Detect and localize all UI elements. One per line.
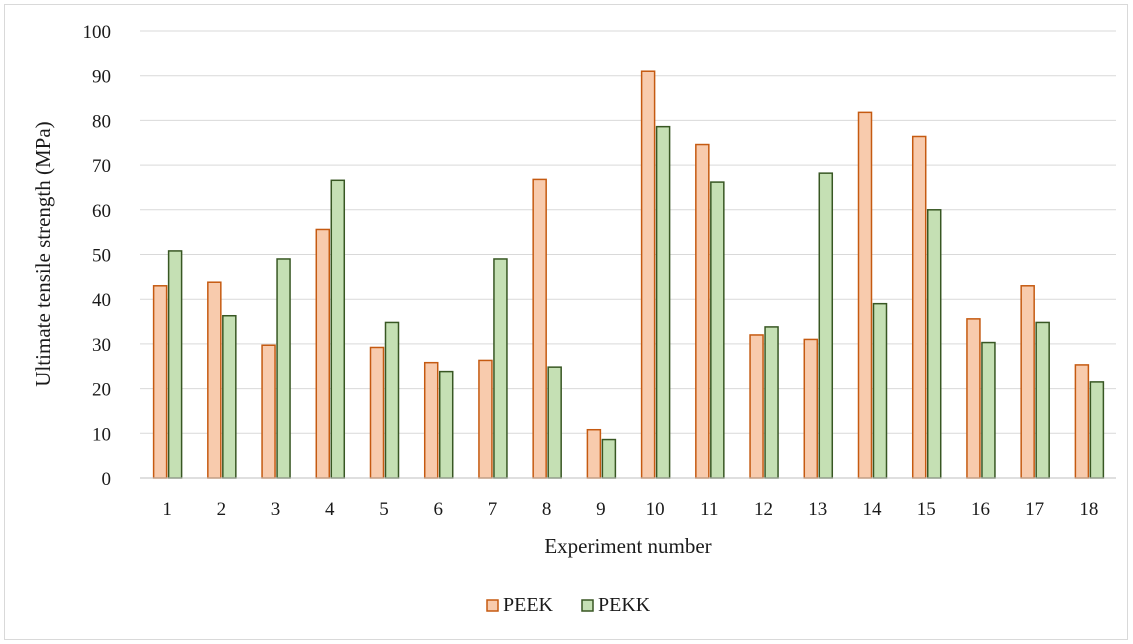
x-tick-label: 7 xyxy=(488,499,498,520)
bar-peek xyxy=(695,143,710,479)
bars xyxy=(152,70,1105,479)
bar-peek xyxy=(749,334,764,479)
bar-pekk xyxy=(222,314,237,479)
bar-pekk xyxy=(384,321,400,479)
y-tick-label: 60 xyxy=(92,201,111,222)
bar-pekk xyxy=(1089,381,1105,479)
y-tick-label: 40 xyxy=(92,290,111,311)
bar-pekk xyxy=(818,172,834,479)
bar-pekk xyxy=(710,181,725,479)
x-tick-label: 1 xyxy=(162,499,172,520)
bar-pekk xyxy=(547,366,562,479)
x-tick-label: 13 xyxy=(808,499,827,520)
x-tick-label: 4 xyxy=(325,499,335,520)
x-tick-label: 16 xyxy=(971,499,990,520)
y-tick-label: 20 xyxy=(92,380,111,401)
bar-peek xyxy=(369,346,385,479)
bar-pekk xyxy=(330,179,346,479)
bar-pekk xyxy=(872,302,888,479)
bar-peek xyxy=(803,338,819,479)
y-tick-label: 50 xyxy=(92,246,111,267)
y-tick-label: 80 xyxy=(92,111,111,132)
x-tick-labels: 1 2 3 4 5 6 7 8 9 10 11 12 13 14 15 16 17 18 xyxy=(162,499,1098,520)
x-axis-title: Experiment number xyxy=(544,534,711,558)
x-tick-label: 10 xyxy=(646,499,665,520)
bar-peek xyxy=(911,135,927,479)
bar-peek xyxy=(315,228,331,479)
bar-peek xyxy=(207,281,222,479)
x-tick-label: 5 xyxy=(379,499,389,520)
x-tick-label: 15 xyxy=(917,499,936,520)
bar-pekk xyxy=(276,258,291,479)
bar-pekk xyxy=(764,326,779,479)
bar-peek xyxy=(423,361,439,479)
gridlines xyxy=(140,30,1116,434)
y-tick-label: 30 xyxy=(92,335,111,356)
bar-peek xyxy=(152,285,168,479)
x-tick-label: 17 xyxy=(1025,499,1044,520)
legend: PEEK PEKK xyxy=(486,594,651,616)
bar-peek xyxy=(857,111,873,479)
x-tick-label: 18 xyxy=(1079,499,1098,520)
y-axis-title: Ultimate tensile strength (MPa) xyxy=(31,121,55,386)
x-tick-label: 12 xyxy=(754,499,773,520)
bar-peek xyxy=(966,318,981,479)
y-tick-labels: 0 10 20 30 40 50 60 70 80 90 100 xyxy=(83,22,112,490)
bar-peek xyxy=(261,344,276,479)
bar-pekk xyxy=(601,438,617,479)
x-tick-label: 6 xyxy=(433,499,443,520)
x-tick-label: 8 xyxy=(542,499,552,520)
bar-peek xyxy=(532,178,547,479)
bar-pekk xyxy=(438,370,454,479)
x-tick-label: 9 xyxy=(596,499,606,520)
y-tick-label: 100 xyxy=(83,22,112,43)
bar-peek xyxy=(1020,285,1035,479)
legend-swatch-peek xyxy=(486,599,499,612)
bar-pekk xyxy=(1035,321,1050,479)
x-tick-label: 11 xyxy=(700,499,718,520)
bar-peek xyxy=(586,428,602,479)
legend-swatch-pekk xyxy=(581,599,594,612)
x-tick-label: 14 xyxy=(863,499,883,520)
y-tick-label: 10 xyxy=(92,424,111,445)
x-tick-label: 2 xyxy=(217,499,227,520)
bar-peek xyxy=(640,70,656,479)
legend-label-peek: PEEK xyxy=(503,594,554,616)
y-tick-label: 0 xyxy=(102,469,112,490)
x-tick-label: 3 xyxy=(271,499,281,520)
y-tick-label: 90 xyxy=(92,67,111,88)
bar-peek xyxy=(1074,364,1090,479)
bar-pekk xyxy=(493,258,508,479)
y-tick-label: 70 xyxy=(92,156,111,177)
bar-pekk xyxy=(655,125,671,479)
bar-pekk xyxy=(167,250,183,479)
bar-pekk xyxy=(926,209,942,479)
bar-peek xyxy=(478,359,493,479)
legend-label-pekk: PEKK xyxy=(598,594,651,616)
bar-pekk xyxy=(981,341,996,479)
